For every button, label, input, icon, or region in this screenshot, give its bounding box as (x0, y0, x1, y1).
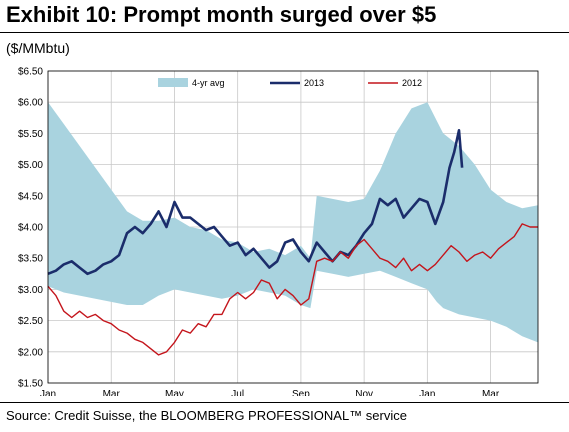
y-tick-label: $3.00 (18, 285, 43, 296)
legend-label: 2012 (402, 78, 422, 88)
y-tick-label: $5.00 (18, 160, 43, 171)
series-4yr-avg-band (48, 102, 538, 343)
legend-label: 2013 (304, 78, 324, 88)
y-tick-label: $5.50 (18, 129, 43, 140)
legend-swatch-4yr-avg (158, 78, 188, 87)
x-tick-label: Sep (292, 389, 310, 396)
avg-band-layer (48, 102, 538, 343)
title-divider (0, 32, 569, 33)
y-tick-label: $2.50 (18, 316, 43, 327)
unit-label: ($/MMbtu) (6, 40, 70, 56)
y-tick-label: $4.00 (18, 223, 43, 234)
y-tick-label: $6.50 (18, 67, 43, 78)
source-note: Source: Credit Suisse, the BLOOMBERG PRO… (6, 408, 407, 423)
x-tick-label: Nov (355, 389, 373, 396)
legend: 4-yr avg 2013 2012 (158, 78, 422, 88)
y-tick-label: $3.50 (18, 254, 43, 265)
y-tick-label: $2.00 (18, 347, 43, 358)
axis-layer: $1.50 $2.00 $2.50 $3.00 $3.50 $4.00 $4.50 $5.00… (18, 67, 539, 396)
x-tick-label: Mar (482, 389, 500, 396)
chart-title: Exhibit 10: Prompt month surged over $5 (6, 2, 437, 27)
series-lines-layer (47, 129, 538, 356)
x-tick-label: Jul (231, 389, 244, 396)
footer-divider (0, 402, 569, 403)
x-tick-label: Jan (419, 389, 435, 396)
plot-frame (47, 70, 539, 384)
line-chart: $1.50 $2.00 $2.50 $3.00 $3.50 $4.00 $4.50 $5.00… (18, 67, 539, 396)
x-tick-label: Jan (40, 389, 56, 396)
x-tick-label: Mar (103, 389, 121, 396)
series-2012-line (47, 223, 538, 356)
y-tick-label: $6.00 (18, 98, 43, 109)
legend-label: 4-yr avg (192, 78, 225, 88)
y-tick-label: $1.50 (18, 379, 43, 390)
x-tick-label: May (165, 389, 184, 396)
series-2013-line (47, 129, 464, 276)
y-tick-label: $4.50 (18, 191, 43, 202)
